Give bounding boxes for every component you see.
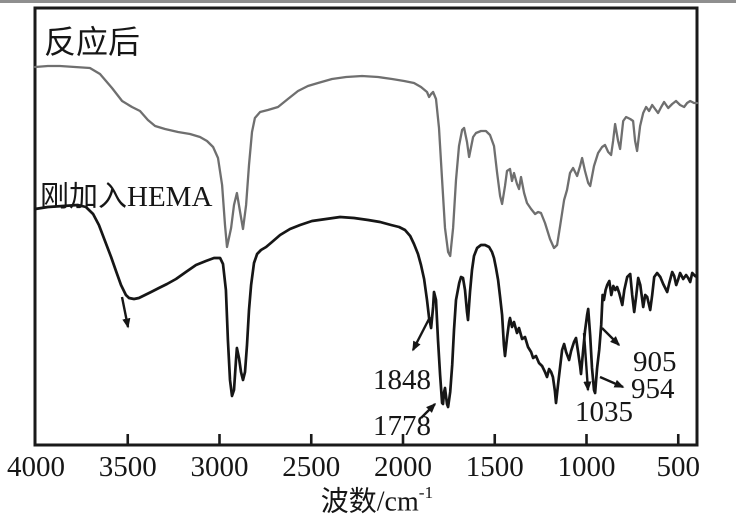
curve-label-after-reaction: 反应后 [44,24,141,60]
spectrum-curve-after-reaction [33,64,699,258]
peak-954-label: 954 [631,373,675,405]
x-tick-label-1000: 1000 [557,451,616,483]
peak-1848-arrow [411,316,432,352]
peak-1848-label: 1848 [373,364,431,396]
peak-905-arrow [601,327,621,347]
curve-label-hema-just-added: 刚加入HEMA [40,181,213,213]
peak-1778-label: 1778 [373,410,431,442]
peak-1035-label: 1035 [575,396,633,428]
x-tick-label-2000: 2000 [374,451,432,483]
peak-1778-arrow [420,402,437,419]
x-tick-label-3500: 3500 [98,451,157,483]
plot-border-frame [33,6,699,447]
x-tick-label-1500: 1500 [465,451,524,483]
spectra-curves [33,64,699,409]
x-axis-title-text: 波数/cm [320,486,419,518]
peak-905-label: 905 [633,346,677,378]
peak-1035-arrow [582,332,592,392]
x-axis-title-exponent: -1 [418,483,434,503]
x-tick-label-500: 500 [656,451,701,483]
spectrum-curve-hema-just-added [33,203,699,409]
peak-954-arrow [599,375,625,389]
annotation-arrows [120,296,625,419]
x-tick-label-3000: 3000 [190,451,249,483]
x-axis-title: 波数/cm-1 [320,483,434,518]
x-tick-label-4000: 4000 [7,451,65,483]
x-tick-label-2500: 2500 [282,451,341,483]
x-axis-ticks [126,434,680,445]
oh-dip-arrow-arrow [120,296,131,329]
